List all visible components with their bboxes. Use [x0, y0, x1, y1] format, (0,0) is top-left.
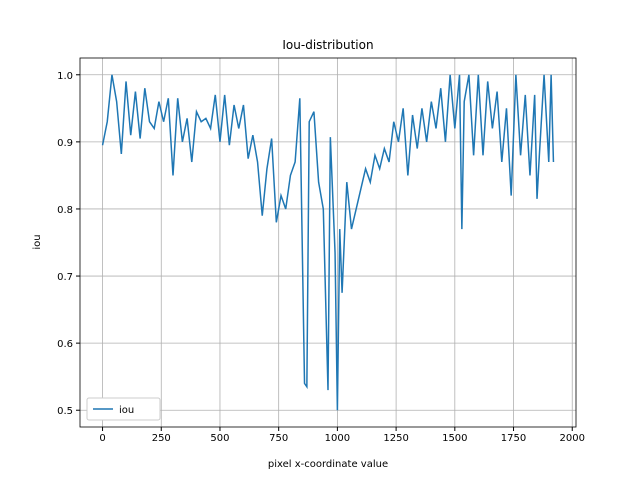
legend-box [86, 397, 161, 421]
y-axis-label: iou [32, 234, 43, 249]
legend-label: iou [119, 405, 134, 416]
plot-frame [79, 57, 577, 428]
y-tick-label: 0.8 [57, 205, 73, 216]
y-tick-label: 0.6 [57, 339, 73, 350]
y-tick-label: 0.5 [57, 406, 73, 417]
y-tick-label: 0.7 [57, 272, 73, 283]
y-tick-label: 1.0 [57, 71, 73, 82]
x-tick-label: 1250 [383, 433, 408, 444]
x-axis-label: pixel x-coordinate value [268, 459, 388, 470]
y-tick-label: 0.9 [57, 138, 73, 149]
x-tick-label: 1500 [442, 433, 467, 444]
x-tick-label: 0 [99, 433, 105, 444]
data-line [101, 74, 555, 411]
chart-title: Iou-distribution [282, 38, 373, 52]
x-tick-label: 1000 [325, 433, 350, 444]
x-tick-label: 2000 [560, 433, 585, 444]
x-tick-label: 500 [210, 433, 229, 444]
x-tick-label: 750 [269, 433, 288, 444]
x-tick-label: 1750 [501, 433, 526, 444]
x-tick-label: 250 [152, 433, 171, 444]
